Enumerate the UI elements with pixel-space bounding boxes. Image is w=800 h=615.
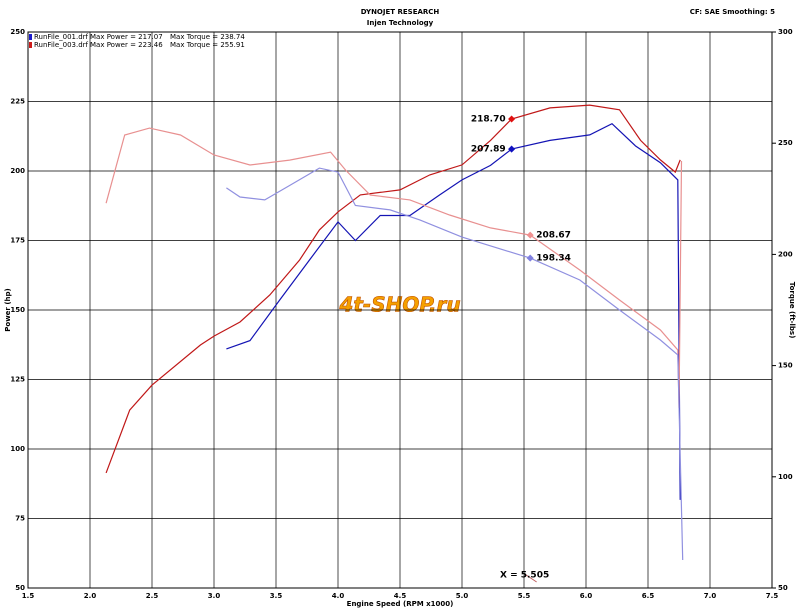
y-tick-label: 50 <box>15 584 25 592</box>
legend-power: Max Power = 223.46 <box>90 41 163 49</box>
x-tick-label: 1.5 <box>22 592 35 600</box>
marker <box>526 254 534 262</box>
marker-label: 208.67 <box>536 231 571 241</box>
x-tick-label: 6.0 <box>580 592 593 600</box>
x-axis-label: Engine Speed (RPM x1000) <box>347 600 454 608</box>
y-tick-label: 200 <box>10 167 25 175</box>
cursor-label: X = 5.505 <box>500 571 549 581</box>
x-tick-label: 2.0 <box>84 592 97 600</box>
y2-tick-label: 100 <box>778 473 793 481</box>
y-tick-label: 175 <box>10 237 25 245</box>
legend-torque: Max Torque = 255.91 <box>170 41 245 49</box>
y2-tick-label: 250 <box>778 139 793 147</box>
y-tick-label: 100 <box>10 445 25 453</box>
legend-power: Max Power = 217.07 <box>90 33 163 41</box>
legend-swatch <box>29 34 32 40</box>
y-tick-label: 150 <box>10 306 25 314</box>
legend-file: RunFile_003.drf <box>34 41 89 49</box>
x-tick-label: 6.5 <box>642 592 655 600</box>
y-tick-label: 75 <box>15 515 25 523</box>
x-tick-label: 7.5 <box>766 592 779 600</box>
x-tick-label: 5.0 <box>456 592 469 600</box>
x-tick-label: 3.5 <box>270 592 283 600</box>
settings-text: CF: SAE Smoothing: 5 <box>690 8 775 16</box>
chart-subtitle: Injen Technology <box>367 19 434 27</box>
legend-torque: Max Torque = 238.74 <box>170 33 245 41</box>
marker-label: 207.89 <box>471 145 506 155</box>
cursor-line <box>524 573 537 583</box>
marker <box>526 231 534 239</box>
y2-tick-label: 50 <box>778 584 788 592</box>
chart-title: DYNOJET RESEARCH <box>361 8 440 16</box>
series-line <box>226 122 681 500</box>
y2-tick-label: 150 <box>778 362 793 370</box>
y-axis-label: Power (hp) <box>4 288 12 331</box>
y-tick-label: 225 <box>10 98 25 106</box>
series-line <box>226 167 684 561</box>
x-tick-label: 7.0 <box>704 592 717 600</box>
x-tick-label: 4.0 <box>332 592 345 600</box>
legend-swatch <box>29 42 32 48</box>
y-tick-label: 125 <box>10 376 25 384</box>
x-tick-label: 2.5 <box>146 592 159 600</box>
y2-tick-label: 300 <box>778 28 793 36</box>
x-tick-label: 5.5 <box>518 592 531 600</box>
series-line <box>105 127 683 408</box>
y2-tick-label: 200 <box>778 250 793 258</box>
series-line <box>105 104 681 474</box>
marker-label: 218.70 <box>471 115 506 125</box>
x-tick-label: 4.5 <box>394 592 407 600</box>
legend-file: RunFile_001.drf <box>34 33 89 41</box>
marker-label: 198.34 <box>536 254 571 264</box>
watermark: 4t-SHOP.ru <box>338 293 460 317</box>
y-tick-label: 250 <box>10 28 25 36</box>
x-tick-label: 3.0 <box>208 592 221 600</box>
y2-axis-label: Torque (ft-lbs) <box>788 282 796 339</box>
